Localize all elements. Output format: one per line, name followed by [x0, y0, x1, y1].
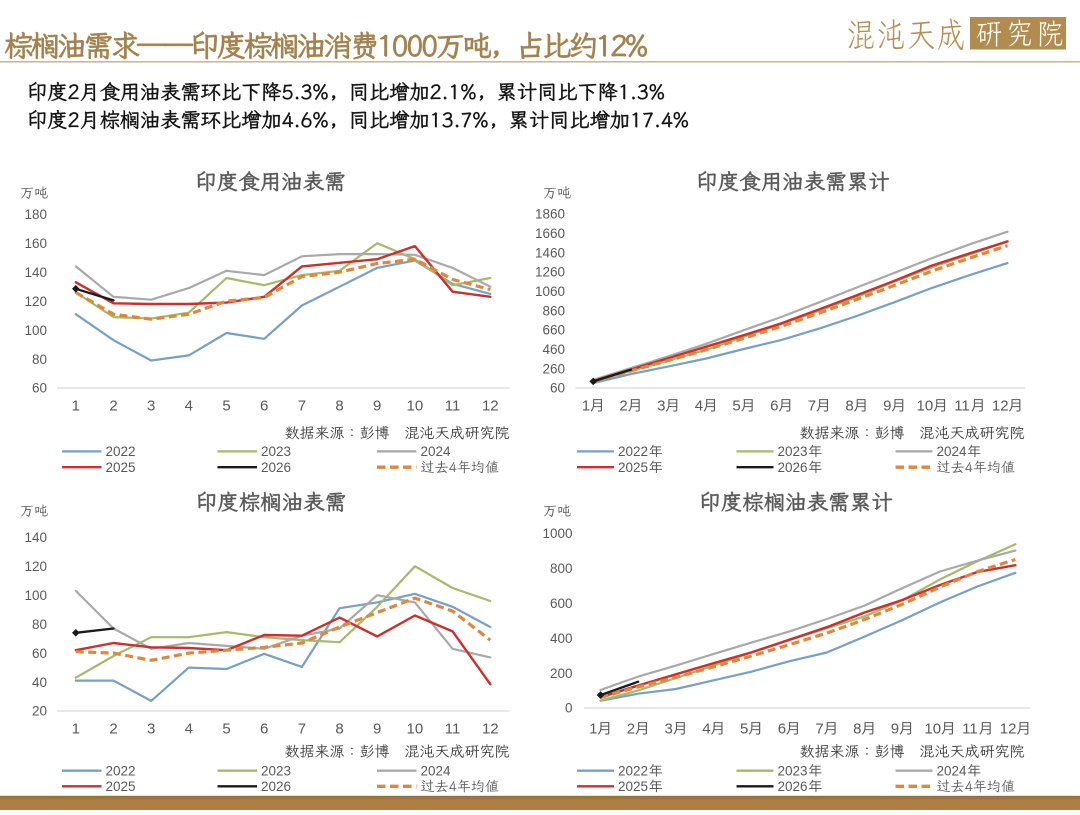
svg-text:10: 10 — [924, 721, 941, 738]
svg-text:60: 60 — [32, 646, 47, 661]
svg-text:2025: 2025 — [618, 460, 648, 475]
svg-text:2024: 2024 — [937, 763, 968, 778]
svg-text:2023: 2023 — [261, 444, 291, 459]
svg-text:660: 660 — [542, 323, 565, 338]
svg-text:4: 4 — [185, 398, 193, 415]
svg-text:3: 3 — [147, 398, 155, 415]
svg-text:1460: 1460 — [535, 245, 565, 260]
svg-text:1: 1 — [72, 721, 80, 738]
svg-text:2026: 2026 — [778, 779, 808, 794]
svg-text:2025: 2025 — [106, 460, 136, 475]
svg-text:140: 140 — [24, 530, 47, 545]
svg-text:2023: 2023 — [778, 444, 808, 459]
svg-text:1: 1 — [582, 398, 590, 415]
svg-text:1: 1 — [589, 721, 597, 738]
svg-text:1660: 1660 — [535, 226, 565, 241]
svg-text:2023: 2023 — [778, 763, 808, 778]
svg-text:9: 9 — [891, 721, 899, 738]
svg-text:2022: 2022 — [106, 763, 136, 778]
svg-text:12: 12 — [482, 721, 499, 738]
svg-text:10: 10 — [407, 398, 424, 415]
svg-text:2026: 2026 — [778, 460, 808, 475]
svg-text:2022: 2022 — [106, 444, 136, 459]
svg-text:12: 12 — [482, 398, 499, 415]
svg-text:2023: 2023 — [261, 763, 291, 778]
svg-text:2022: 2022 — [618, 444, 648, 459]
svg-text:5: 5 — [222, 721, 230, 738]
svg-text:5: 5 — [732, 398, 740, 415]
svg-text:12: 12 — [992, 398, 1009, 415]
svg-text:800: 800 — [550, 561, 573, 576]
svg-text:6: 6 — [778, 721, 786, 738]
svg-text:6: 6 — [770, 398, 778, 415]
svg-text:8: 8 — [335, 721, 343, 738]
svg-text:2022: 2022 — [618, 763, 648, 778]
svg-text:100: 100 — [24, 323, 47, 338]
svg-text:260: 260 — [542, 361, 565, 376]
svg-text:160: 160 — [24, 236, 47, 251]
svg-text:400: 400 — [550, 631, 573, 646]
svg-text:2025: 2025 — [106, 779, 136, 794]
svg-text:1060: 1060 — [535, 284, 565, 299]
svg-text:2: 2 — [619, 398, 627, 415]
svg-text:3: 3 — [657, 398, 665, 415]
svg-text:8: 8 — [335, 398, 343, 415]
svg-text:5: 5 — [740, 721, 748, 738]
svg-text:2: 2 — [627, 721, 635, 738]
svg-text:1: 1 — [72, 398, 80, 415]
svg-text:140: 140 — [24, 265, 47, 280]
svg-text:60: 60 — [550, 381, 565, 396]
svg-text:7: 7 — [808, 398, 816, 415]
svg-text:600: 600 — [550, 596, 573, 611]
svg-text:180: 180 — [24, 207, 47, 222]
svg-text:11: 11 — [954, 398, 970, 415]
svg-text:12: 12 — [1000, 721, 1017, 738]
svg-text:11: 11 — [445, 721, 461, 738]
svg-text:20: 20 — [32, 704, 47, 719]
svg-text:8: 8 — [853, 721, 861, 738]
svg-text:11: 11 — [445, 398, 461, 415]
svg-text:1000: 1000 — [542, 526, 572, 541]
svg-text:80: 80 — [32, 617, 47, 632]
svg-text:2024: 2024 — [421, 444, 452, 459]
svg-text:3: 3 — [665, 721, 673, 738]
svg-text:2024: 2024 — [937, 444, 968, 459]
svg-text:4: 4 — [702, 721, 710, 738]
svg-text:40: 40 — [32, 675, 47, 690]
svg-text:10: 10 — [917, 398, 934, 415]
svg-text:7: 7 — [298, 721, 306, 738]
svg-text:7: 7 — [298, 398, 306, 415]
svg-text:9: 9 — [883, 398, 891, 415]
svg-text:2: 2 — [109, 721, 117, 738]
svg-text:10: 10 — [407, 721, 424, 738]
svg-text:1860: 1860 — [535, 207, 565, 222]
svg-text:100: 100 — [24, 588, 47, 603]
svg-text:120: 120 — [24, 559, 47, 574]
svg-text:460: 460 — [542, 342, 565, 357]
svg-text:2: 2 — [109, 398, 117, 415]
svg-text:7: 7 — [815, 721, 823, 738]
svg-text:200: 200 — [550, 666, 573, 681]
svg-text:860: 860 — [542, 303, 565, 318]
svg-text:2025: 2025 — [618, 779, 648, 794]
svg-text:6: 6 — [260, 398, 268, 415]
svg-text:1260: 1260 — [535, 265, 565, 280]
svg-text:8: 8 — [845, 398, 853, 415]
svg-text:80: 80 — [32, 352, 47, 367]
svg-text:2026: 2026 — [261, 460, 291, 475]
svg-text:3: 3 — [147, 721, 155, 738]
svg-text:6: 6 — [260, 721, 268, 738]
svg-text:60: 60 — [32, 381, 47, 396]
svg-text:4: 4 — [695, 398, 703, 415]
svg-text:0: 0 — [565, 701, 573, 716]
svg-text:11: 11 — [962, 721, 978, 738]
svg-text:9: 9 — [373, 398, 381, 415]
svg-text:5: 5 — [222, 398, 230, 415]
svg-text:120: 120 — [24, 294, 47, 309]
svg-text:2024: 2024 — [421, 763, 452, 778]
svg-text:9: 9 — [373, 721, 381, 738]
svg-text:4: 4 — [185, 721, 193, 738]
svg-text:2026: 2026 — [261, 779, 291, 794]
